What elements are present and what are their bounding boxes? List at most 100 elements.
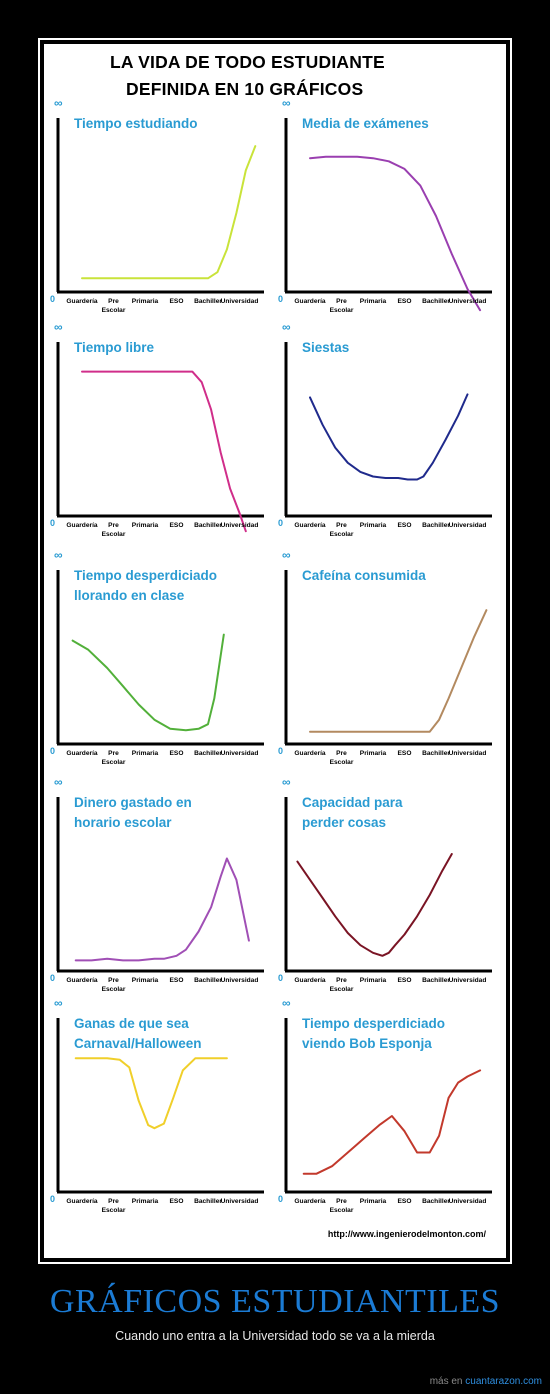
chart-media-examenes: ∞ 0 Media de exámenes Guardería Pre Escolar Pr… <box>272 96 503 340</box>
chart-title-line: Ganas de que sea <box>74 1016 189 1031</box>
series-line <box>309 609 488 733</box>
x-tick-sublabel: Escolar <box>101 1207 126 1214</box>
y-axis-top-label: ∞ <box>54 320 63 334</box>
x-tick-label: ESO <box>169 977 184 984</box>
x-tick-label: Pre <box>336 977 347 984</box>
x-tick-sublabel: Escolar <box>329 307 354 314</box>
series-line <box>296 853 453 957</box>
chart-tiempo-estudiando-svg <box>56 118 264 294</box>
x-tick-label: Universidad <box>448 977 487 984</box>
x-tick-label: Pre <box>108 977 119 984</box>
chart-title-line: Capacidad para <box>302 795 403 810</box>
x-tick-label: Pre <box>336 750 347 757</box>
series-line <box>309 393 469 481</box>
x-tick-label: Bachiller <box>194 750 222 757</box>
x-tick-label: Pre <box>108 750 119 757</box>
chart-ganas-carnaval-svg <box>56 1018 264 1194</box>
chart-ganas-carnaval: ∞ 0 Ganas de que sea Carnaval/Halloween Guar… <box>44 996 275 1240</box>
credit: más en cuantarazon.com <box>430 1376 542 1387</box>
x-tick-label: Primaria <box>131 298 159 305</box>
y-axis-top-label: ∞ <box>54 996 63 1010</box>
chart-title: Capacidad para perder cosas <box>302 793 502 833</box>
y-axis-origin-label: 0 <box>50 746 56 756</box>
x-tick-label: Primaria <box>131 977 159 984</box>
x-tick-label: Bachiller <box>422 298 450 305</box>
x-tick-label: Bachiller <box>194 1198 222 1205</box>
y-axis-origin-label: 0 <box>50 973 56 983</box>
chart-siestas-svg <box>284 342 492 518</box>
chart-title-line: Tiempo desperdiciado <box>74 568 218 583</box>
series-line <box>74 857 250 962</box>
y-axis-top-label: ∞ <box>282 996 291 1010</box>
x-tick-label: Universidad <box>220 977 259 984</box>
chart-title-line: Siestas <box>302 340 350 355</box>
x-tick-label: Guardería <box>294 522 326 529</box>
x-tick-label: Bachiller <box>194 977 222 984</box>
poster-image: LA VIDA DE TODO ESTUDIANTE DEFINIDA EN 1… <box>44 44 506 1258</box>
y-axis-origin-label: 0 <box>278 518 284 528</box>
chart-bob-esponja-svg <box>284 1018 492 1194</box>
x-tick-sublabel: Escolar <box>329 1207 354 1214</box>
x-tick-label: Bachiller <box>422 750 450 757</box>
x-tick-label: Universidad <box>448 750 487 757</box>
chart-title-line: Dinero gastado en <box>74 795 192 810</box>
poster-title-line2: DEFINIDA EN 10 GRÁFICOS <box>126 79 364 99</box>
footer-url: http://www.ingenierodelmonton.com/ <box>327 1229 486 1239</box>
x-tick-label: Universidad <box>448 298 487 305</box>
chart-title: Media de exámenes <box>302 114 502 134</box>
chart-title: Dinero gastado en horario escolar <box>74 793 274 833</box>
x-tick-sublabel: Escolar <box>101 986 126 993</box>
chart-title: Tiempo estudiando <box>74 114 274 134</box>
credit-link[interactable]: cuantarazon.com <box>465 1376 542 1387</box>
y-axis-top-label: ∞ <box>282 320 291 334</box>
chart-title-line: Media de exámenes <box>302 116 429 131</box>
chart-title: Tiempo desperdiciado llorando en clase <box>74 566 274 606</box>
chart-perder-cosas: ∞ 0 Capacidad para perder cosas Guardería Pre… <box>272 775 503 1019</box>
series-line <box>81 370 247 533</box>
page-subtitle: Cuando uno entra a la Universidad todo s… <box>115 1329 435 1343</box>
x-tick-label: ESO <box>397 298 412 305</box>
chart-perder-cosas-svg <box>284 797 492 973</box>
x-tick-label: Universidad <box>448 522 487 529</box>
x-tick-label: Bachiller <box>422 522 450 529</box>
chart-cafeina: ∞ 0 Cafeína consumida Guardería Pre Escolar Pr… <box>272 548 503 792</box>
x-tick-label: Bachiller <box>194 522 222 529</box>
chart-title: Tiempo libre <box>74 338 274 358</box>
x-tick-sublabel: Escolar <box>329 531 354 538</box>
x-tick-label: Primaria <box>359 977 387 984</box>
y-axis-origin-label: 0 <box>278 1194 284 1204</box>
x-tick-label: Primaria <box>131 522 159 529</box>
chart-title: Siestas <box>302 338 502 358</box>
x-tick-label: ESO <box>169 522 184 529</box>
credit-prefix: más en <box>429 1376 463 1387</box>
x-tick-label: Bachiller <box>422 977 450 984</box>
x-tick-label: Primaria <box>359 750 387 757</box>
x-tick-label: Primaria <box>131 1198 159 1205</box>
chart-bob-esponja: ∞ 0 Tiempo desperdiciado viendo Bob Esponja… <box>272 996 503 1240</box>
y-axis-origin-label: 0 <box>278 746 284 756</box>
x-tick-sublabel: Escolar <box>329 759 354 766</box>
x-tick-label: ESO <box>169 298 184 305</box>
x-tick-label: Universidad <box>220 1198 259 1205</box>
chart-title-line: Cafeína consumida <box>302 568 426 583</box>
x-tick-label: Universidad <box>220 750 259 757</box>
series-line <box>74 1057 228 1130</box>
chart-llorando-en-clase-svg <box>56 570 264 746</box>
x-tick-label: Guardería <box>66 1198 98 1205</box>
x-tick-label: Primaria <box>131 750 159 757</box>
chart-siestas: ∞ 0 Siestas Guardería Pre Escolar Primaria ESO B… <box>272 320 503 564</box>
chart-tiempo-libre: ∞ 0 Tiempo libre Guardería Pre Escolar Primari… <box>44 320 275 564</box>
x-tick-label: ESO <box>397 1198 412 1205</box>
x-tick-sublabel: Escolar <box>101 307 126 314</box>
x-tick-label: Pre <box>108 298 119 305</box>
chart-title-line: Tiempo estudiando <box>74 116 198 131</box>
chart-tiempo-estudiando: ∞ 0 Tiempo estudiando Guardería Pre Escolar Pr… <box>44 96 275 340</box>
x-tick-label: ESO <box>397 750 412 757</box>
y-axis-origin-label: 0 <box>50 294 56 304</box>
x-tick-label: Universidad <box>220 522 259 529</box>
y-axis-top-label: ∞ <box>282 775 291 789</box>
chart-llorando-en-clase: ∞ 0 Tiempo desperdiciado llorando en clase G… <box>44 548 275 792</box>
y-axis-origin-label: 0 <box>50 1194 56 1204</box>
x-tick-label: Pre <box>108 522 119 529</box>
x-tick-sublabel: Escolar <box>101 531 126 538</box>
